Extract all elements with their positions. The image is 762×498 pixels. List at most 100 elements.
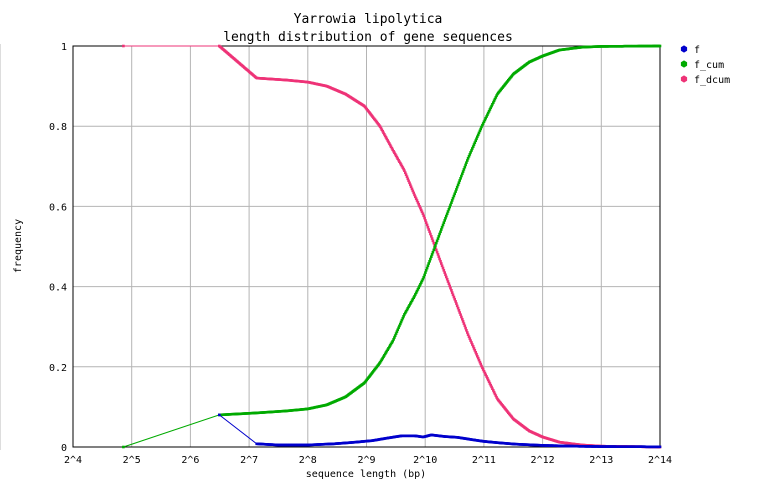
data-point xyxy=(387,347,390,350)
data-point xyxy=(450,201,453,204)
data-point xyxy=(418,204,421,208)
data-point xyxy=(483,118,487,122)
data-point xyxy=(454,300,457,303)
data-point xyxy=(445,275,448,279)
data-point xyxy=(476,354,479,358)
data-point xyxy=(486,113,489,117)
data-point xyxy=(458,311,461,314)
data-point xyxy=(415,289,419,293)
data-point xyxy=(432,241,436,245)
data-point xyxy=(480,364,483,368)
y-tick-label: 0.4 xyxy=(49,283,67,294)
data-point xyxy=(432,248,436,252)
data-point xyxy=(409,302,412,306)
data-point xyxy=(434,244,437,247)
data-point xyxy=(463,165,467,169)
data-point xyxy=(388,142,391,145)
data-point xyxy=(469,151,472,154)
data-point xyxy=(429,232,432,236)
legend-marker xyxy=(680,75,688,83)
data-point xyxy=(399,161,402,165)
data-point xyxy=(473,349,477,352)
data-point xyxy=(122,445,125,449)
legend-label: f_cum xyxy=(694,60,724,71)
data-point xyxy=(482,370,486,373)
data-point xyxy=(426,225,430,229)
data-point xyxy=(392,338,395,341)
data-point xyxy=(492,99,496,103)
data-point xyxy=(436,253,440,256)
data-point xyxy=(379,126,383,130)
y-axis-label: frequency xyxy=(13,219,24,273)
data-point xyxy=(394,332,398,335)
series-f xyxy=(218,413,662,449)
data-point xyxy=(465,329,468,332)
legend-item-f-cum: f_cum xyxy=(680,60,724,71)
data-point xyxy=(487,110,491,113)
data-point xyxy=(419,208,423,212)
data-point xyxy=(488,108,492,111)
data-point xyxy=(404,171,407,174)
data-point xyxy=(477,358,481,362)
data-point xyxy=(419,206,422,210)
data-point xyxy=(491,387,494,390)
data-point xyxy=(441,266,445,270)
data-point xyxy=(409,183,412,187)
data-point xyxy=(480,125,483,129)
data-point xyxy=(457,309,461,312)
data-point xyxy=(463,324,467,328)
data-point xyxy=(422,275,425,279)
data-point xyxy=(478,360,482,364)
data-point xyxy=(486,111,490,115)
data-point xyxy=(485,375,488,378)
data-point xyxy=(395,155,399,159)
data-point xyxy=(454,190,457,193)
data-point xyxy=(411,189,415,193)
data-point xyxy=(471,145,475,148)
data-point xyxy=(393,152,397,156)
data-point xyxy=(385,137,389,141)
data-point xyxy=(479,127,482,131)
data-point xyxy=(439,259,442,263)
data-point xyxy=(435,239,439,243)
data-point xyxy=(430,253,434,256)
data-point xyxy=(386,139,389,142)
data-point xyxy=(414,195,417,199)
data-point xyxy=(426,264,430,268)
data-point xyxy=(414,293,417,296)
data-point xyxy=(448,284,451,288)
data-point xyxy=(456,183,460,187)
data-point xyxy=(402,315,405,318)
series-group xyxy=(122,44,662,449)
data-point xyxy=(486,376,489,380)
data-point xyxy=(412,191,415,195)
data-point xyxy=(435,241,438,245)
data-point xyxy=(437,235,441,238)
x-tick-label: 2^10 xyxy=(413,455,437,466)
data-point xyxy=(440,264,444,268)
data-point xyxy=(396,157,399,160)
data-point xyxy=(477,131,481,135)
data-point xyxy=(468,337,472,340)
data-point xyxy=(466,331,469,334)
data-point xyxy=(484,116,487,120)
x-tick-label: 2^9 xyxy=(357,455,375,466)
data-point xyxy=(446,280,450,283)
data-point xyxy=(462,322,466,325)
data-point xyxy=(421,212,425,215)
y-tick-label: 0.8 xyxy=(49,122,67,133)
data-point xyxy=(481,122,485,125)
data-point xyxy=(388,143,392,147)
data-point xyxy=(419,281,423,284)
data-point xyxy=(444,273,447,277)
data-point xyxy=(383,133,386,136)
data-point xyxy=(416,288,420,291)
data-point xyxy=(388,344,392,347)
data-point xyxy=(441,223,445,227)
data-point xyxy=(410,187,414,191)
data-point xyxy=(469,339,472,342)
data-point xyxy=(389,145,393,148)
data-point xyxy=(452,194,456,198)
data-point xyxy=(382,355,385,359)
